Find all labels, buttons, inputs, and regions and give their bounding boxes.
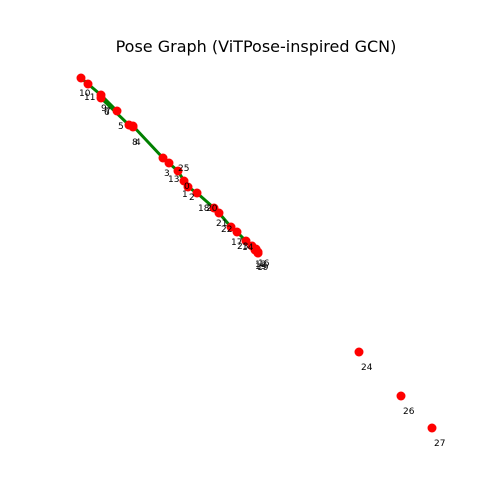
nodes-layer: [76, 73, 437, 433]
graph-node-24: [354, 347, 364, 357]
node-label-21: 21: [216, 219, 227, 229]
node-label-27: 27: [434, 439, 445, 449]
node-label-9: 9: [101, 104, 107, 114]
node-label-6: 6: [104, 108, 110, 118]
graph-node-26: [396, 391, 406, 401]
node-label-15: 15: [255, 262, 266, 272]
graph-node-10: [76, 73, 86, 83]
node-label-25: 25: [178, 164, 189, 174]
node-label-16: 16: [258, 259, 270, 269]
node-label-0: 0: [184, 182, 190, 192]
figure-title: Pose Graph (ViTPose-inspired GCN): [116, 37, 397, 56]
graph-node-1: [183, 182, 193, 192]
node-label-13: 13: [168, 175, 179, 185]
graph-node-19: [253, 248, 263, 258]
graph-node-21: [226, 222, 236, 232]
labels-layer: 01 23456789101112131415161718192021222324…: [79, 89, 445, 449]
graph-edge: [131, 124, 165, 160]
graph-node-7: [112, 106, 122, 116]
node-label-4: 4: [135, 138, 141, 148]
node-label-5: 5: [118, 122, 124, 132]
graph-node-25: [164, 158, 174, 168]
graph-node-17: [241, 236, 251, 246]
node-label-18: 18: [198, 204, 210, 214]
graph-node-13: [173, 166, 183, 176]
node-label-22: 22: [221, 225, 232, 235]
node-label-19: 19: [257, 263, 269, 273]
node-label-20: 20: [206, 204, 218, 214]
graph-node-2: [192, 188, 202, 198]
node-label-7: 7: [105, 107, 111, 117]
graph-node-23: [247, 241, 257, 251]
node-label-10: 10: [79, 89, 91, 99]
graph-node-3: [158, 153, 168, 163]
node-label-11: 11: [84, 93, 95, 103]
node-label-24: 24: [361, 363, 373, 373]
node-label-23: 23: [237, 242, 248, 252]
graph-node-8: [128, 122, 138, 132]
graph-node-11: [83, 79, 93, 89]
node-label-1: 1: [182, 190, 188, 200]
node-label-14: 14: [242, 243, 254, 253]
graph-node-22: [232, 227, 242, 237]
graph-node-9: [96, 90, 106, 100]
node-label-12: 12: [255, 260, 266, 270]
graph-node-27: [427, 423, 437, 433]
node-label-17: 17: [231, 238, 242, 248]
node-label-26: 26: [403, 407, 415, 417]
node-label-8: 8: [132, 138, 138, 148]
node-label-2: 2: [189, 193, 195, 203]
graph-node-20: [214, 208, 224, 218]
node-label-3: 3: [164, 169, 170, 179]
